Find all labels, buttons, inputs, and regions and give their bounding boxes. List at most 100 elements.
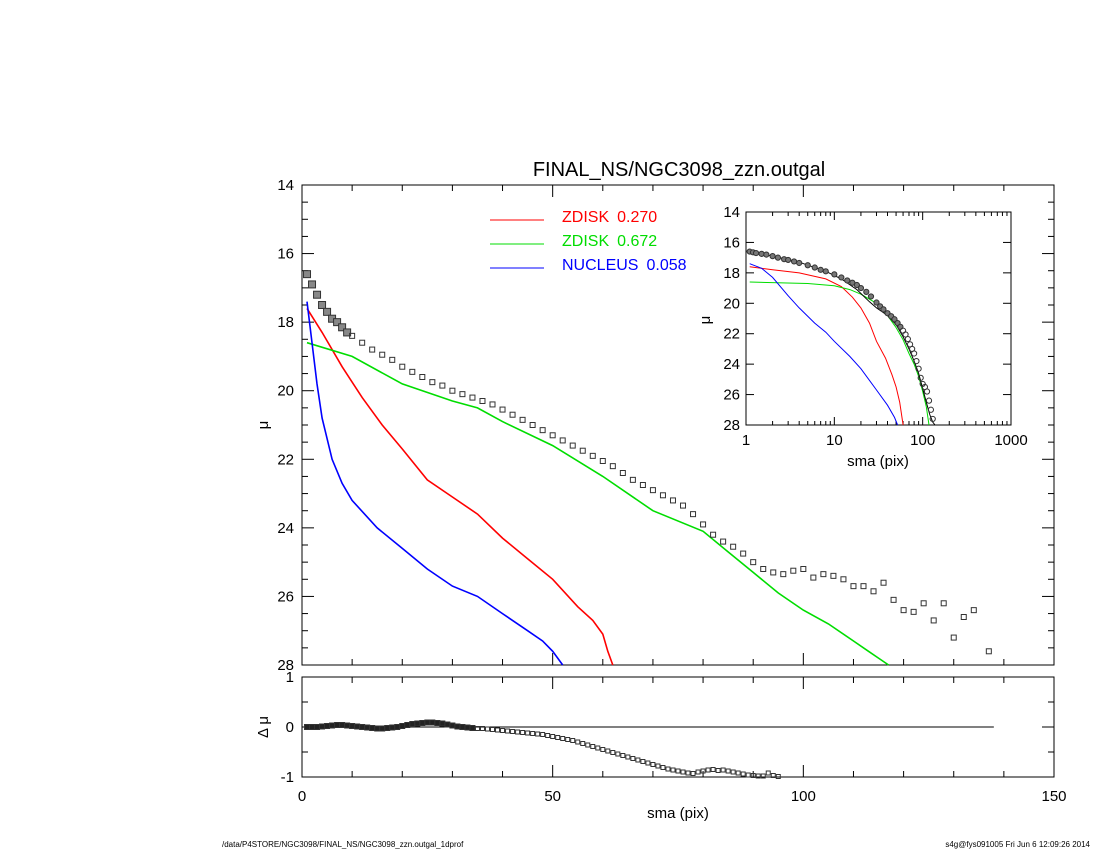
main-data-point [780,571,787,578]
main-data-point [529,422,536,428]
main-data-point [359,339,366,346]
residual-points [304,719,781,779]
main-data-points [303,270,992,655]
residual-point [419,720,426,726]
main-data-point [900,607,907,614]
residual-point [334,722,341,728]
residual-point [374,725,381,732]
inset-y-tick-label: 14 [723,204,740,221]
inset-tick-labels: 14 16 18 20 22 24 26 281 10 100 1000 [723,204,1027,449]
residual-point [675,768,681,774]
main-data-point [479,398,486,404]
x-tick-label: 100 [791,788,816,805]
main-data-point [750,559,757,566]
main-data-point [333,318,342,327]
residual-point [665,766,671,772]
residual-point [444,721,451,728]
main-data-point [870,588,877,595]
inset-x-tick-label: 1 [742,432,750,449]
main-data-point [308,280,317,289]
residual-point [575,739,581,745]
residual-point [565,737,571,742]
residual-point [530,731,536,736]
residual-point [555,735,561,740]
main-data-point [549,432,556,439]
residual-point [630,756,636,761]
inset-y-axis-label: μ [697,316,714,325]
main-y-axis-label: μ [255,421,272,430]
inset-data-points [746,248,936,423]
inset-y-tick-label: 28 [723,417,740,434]
residual-point [625,754,631,760]
main-data-point [489,401,496,408]
main-data-point [930,617,937,624]
residual-point [434,720,441,726]
main-data-point [343,328,352,337]
inset-data-point [831,271,838,278]
residual-point [359,724,366,730]
inset-data-point [804,262,811,269]
residual-point [490,727,496,732]
residual-point [745,772,751,778]
main-data-point [639,482,646,488]
main-data-point [920,600,927,607]
residual-point [500,728,506,733]
main-data-point [830,572,837,579]
main-data-point [619,470,626,476]
x-tick-label: 0 [298,788,306,805]
residual-point [384,725,391,731]
inset-data-point [880,306,887,313]
residual-point [474,726,480,731]
main-data-point [399,363,406,370]
residual-y-tick-label: 0 [286,719,294,736]
main-data-point [760,566,767,572]
main-data-point [970,607,977,614]
residual-point [404,722,411,728]
main-data-point [740,550,747,557]
residual-point [760,773,766,779]
residual-point [570,738,576,743]
residual-point [695,769,701,775]
inset-data-point [929,415,936,423]
residual-point [595,745,601,751]
residual-point [464,724,471,731]
footer-file-path: /data/P4STORE/NGC3098/FINAL_NS/NGC3098_z… [222,840,464,849]
residual-point [399,723,406,729]
main-y-tick-label: 16 [277,246,294,263]
inset-data-point [811,264,818,271]
inset-y-tick-label: 20 [723,295,740,312]
inset-axis-ticks [745,211,1011,426]
inset-data-point [917,374,924,381]
inset-x-tick-label: 1000 [994,432,1027,449]
residual-point [520,730,526,735]
residual-point [469,725,476,731]
main-data-point [559,437,566,444]
main-data-point [323,307,332,316]
nucleus-line [306,301,564,666]
residual-point [319,723,326,730]
residual-point [645,760,651,766]
inset-data-point [923,388,931,395]
inset-data-point [844,277,851,284]
residual-point [545,733,551,738]
main-data-point [629,476,636,483]
residual-point [304,724,311,730]
main-y-tick-label: 20 [277,383,294,400]
residual-point [580,741,586,746]
main-data-point [850,583,857,590]
main-data-point [790,567,797,574]
residual-point [590,744,596,749]
residual-point [314,724,321,730]
residual-point [379,725,386,732]
main-data-point [499,406,506,413]
residual-point [414,720,421,727]
residual-point [640,759,646,764]
residual-point [615,751,621,757]
main-data-point [509,411,516,418]
main-series-group [306,301,890,666]
legend-label-zdisk-2: ZDISK 0.672 [562,233,657,250]
zdisk-1-line [306,307,614,666]
residual-point [394,724,401,730]
main-data-point [680,502,687,509]
